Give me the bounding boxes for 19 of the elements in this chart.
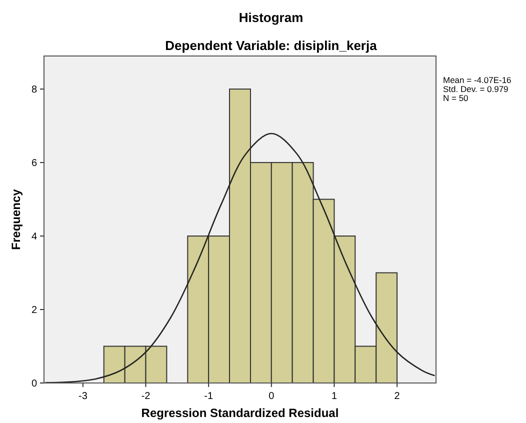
line-series (44, 132, 436, 383)
y-tick-label: 8 (31, 84, 38, 96)
x-tick-label: -2 (141, 391, 151, 402)
x-axis-title: Regression Standardized Residual (141, 406, 339, 420)
y-tick-label: 0 (31, 378, 38, 390)
text: Mean = -4.07E-16 (443, 75, 512, 85)
y-tick-label: 4 (31, 232, 38, 243)
chart-title: Histogram (238, 10, 304, 25)
x-tick-label: 1 (331, 391, 338, 402)
chart-subtitle: Dependent Variable: disiplin_kerja (165, 38, 378, 53)
y-tick-label: 2 (31, 305, 38, 316)
x-tick-label: -1 (204, 391, 214, 402)
y-tick-label: 6 (31, 158, 38, 170)
text: Std. Dev. = 0.979 (443, 84, 509, 94)
x-tick-label: -3 (78, 391, 88, 402)
text: N = 50 (443, 93, 469, 103)
x-tick-label: 0 (268, 391, 275, 402)
y-axis-title: Frequency (9, 188, 23, 250)
x-tick-label: 2 (394, 391, 400, 402)
